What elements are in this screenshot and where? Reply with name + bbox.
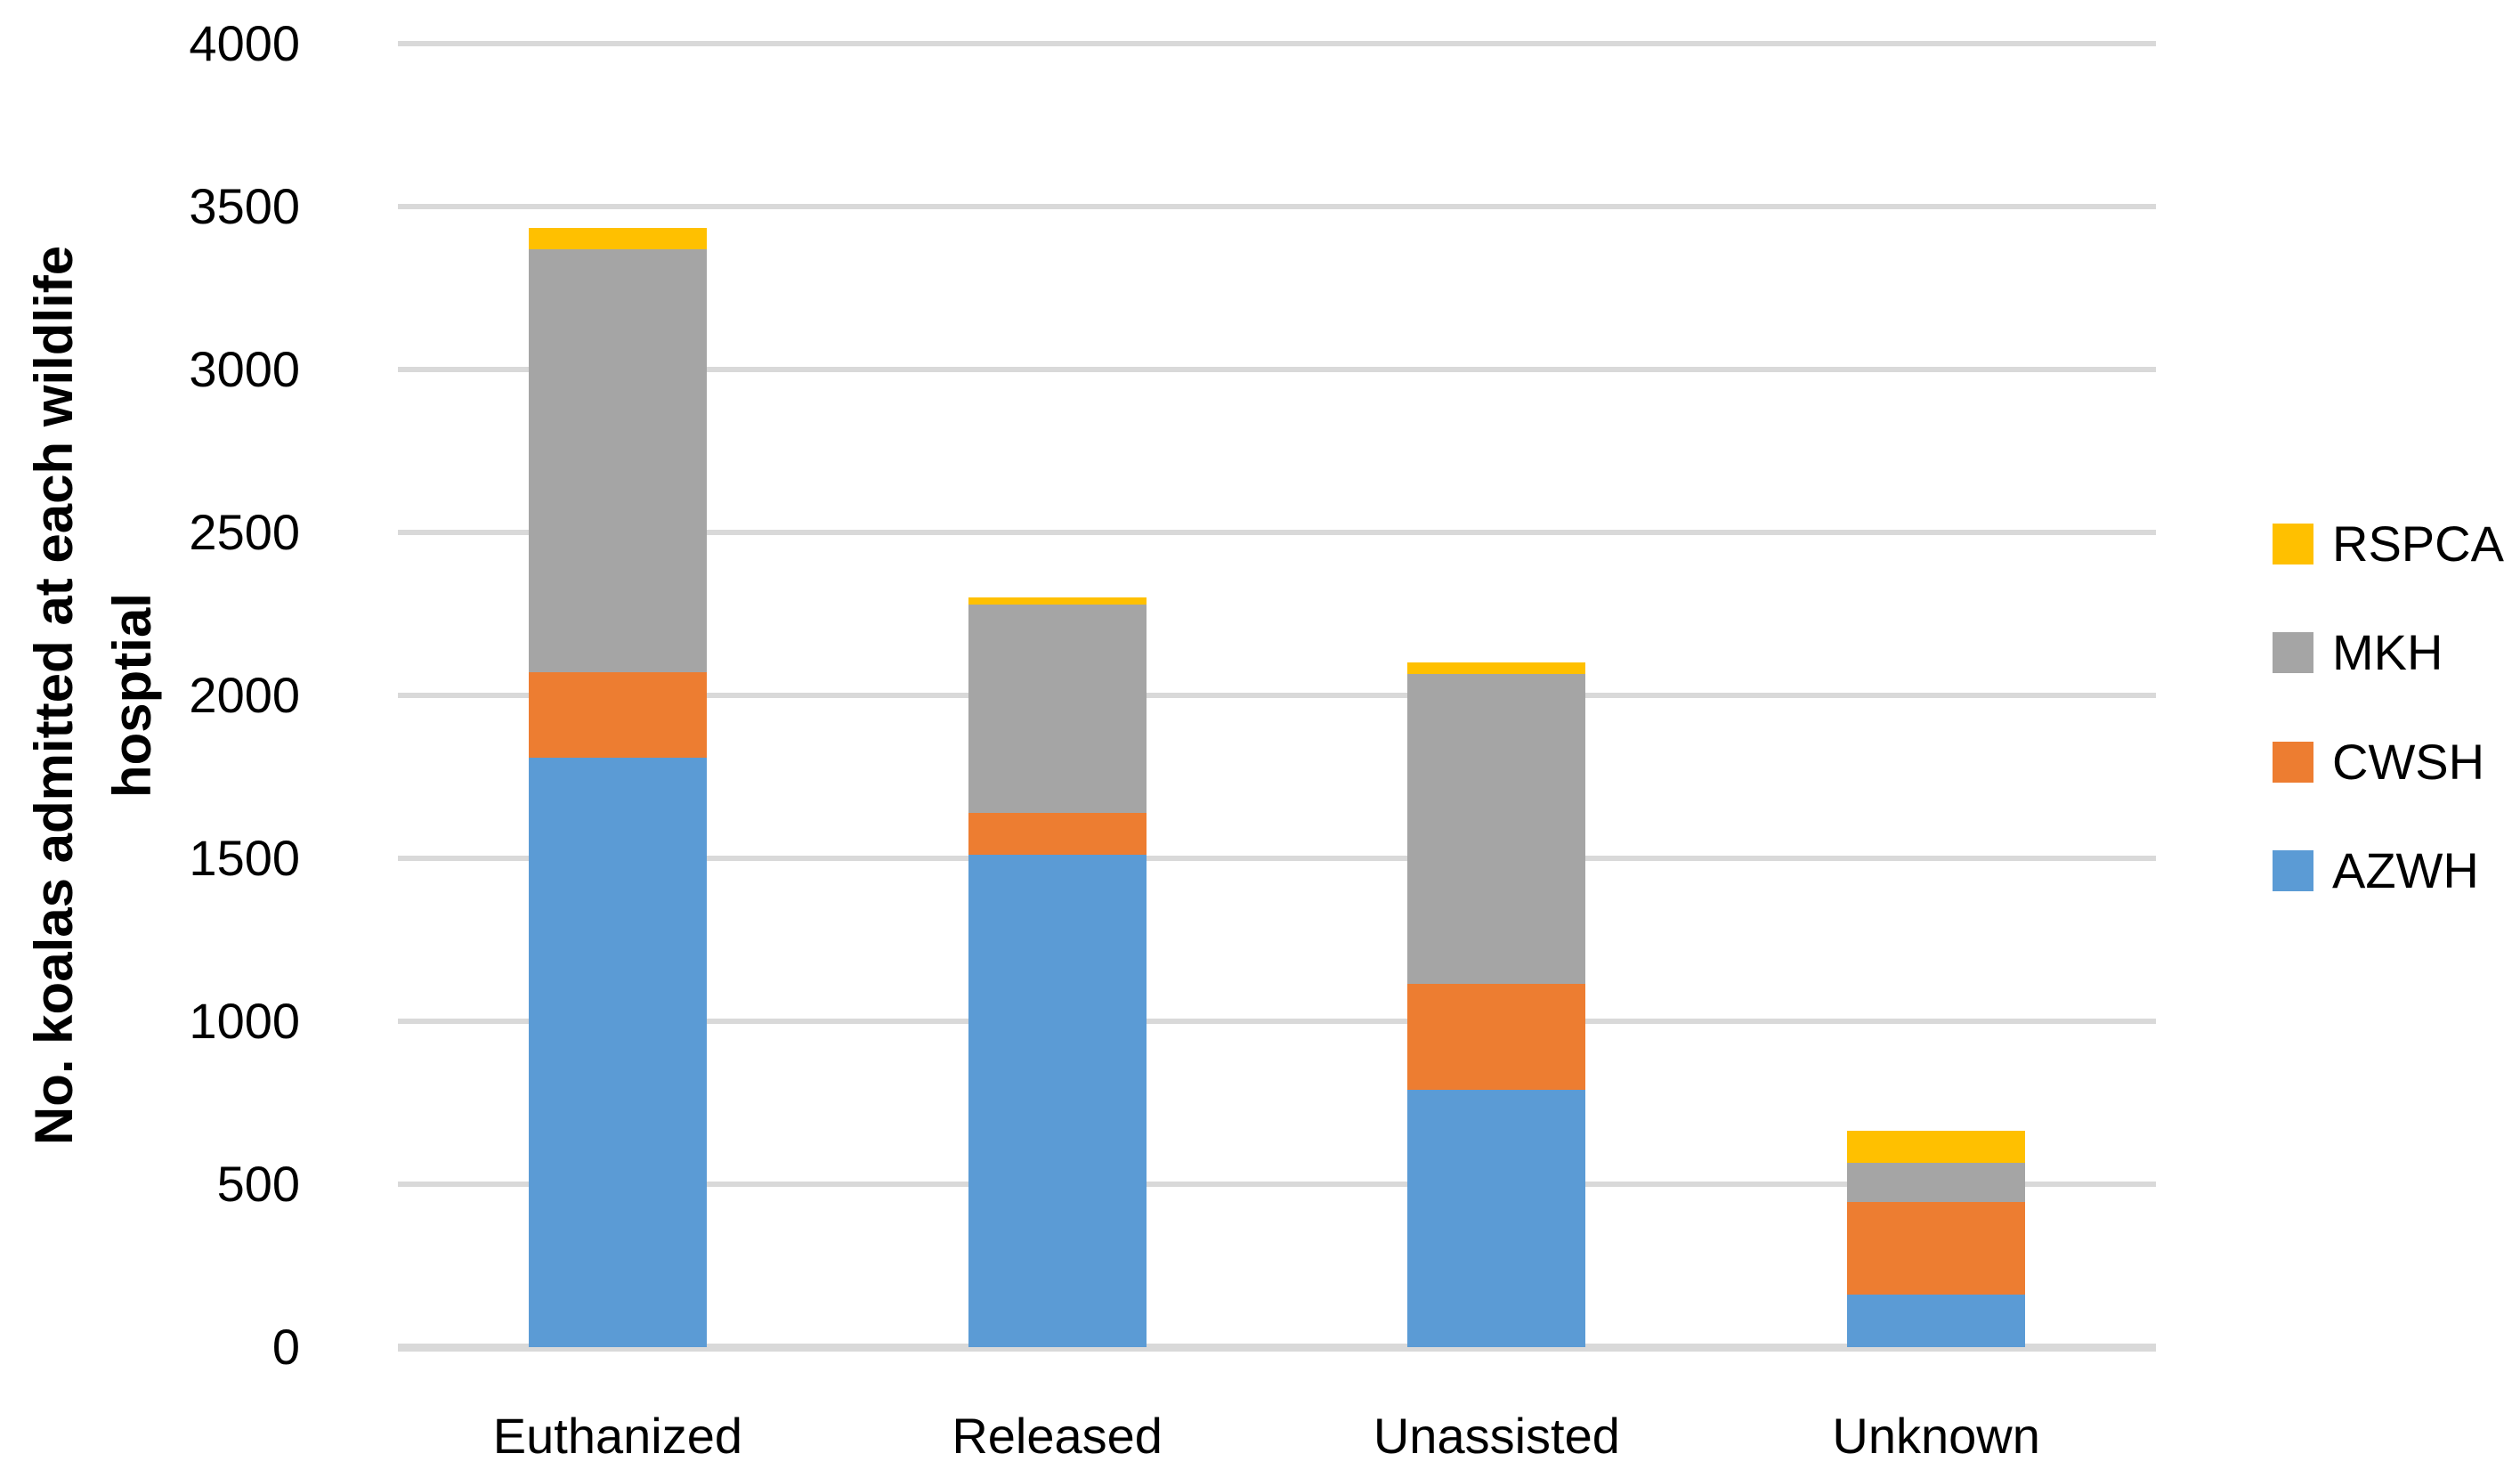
legend-swatch-mkh (2273, 632, 2313, 674)
y-tick-label-4000: 4000 (189, 15, 300, 71)
gridline-1000 (398, 1019, 2156, 1024)
bar-segment-cwsh-euthanized (528, 672, 707, 758)
legend-label-azwh: AZWH (2332, 841, 2479, 898)
bar-segment-rspca-unassisted (1407, 662, 1586, 675)
gridline-3000 (398, 367, 2156, 372)
y-tick-label-2500: 2500 (189, 504, 300, 560)
legend-swatch-azwh (2273, 849, 2313, 891)
x-axis-label-released: Released (952, 1408, 1163, 1464)
bar-segment-cwsh-released (968, 812, 1147, 856)
bar-segment-rspca-unknown (1847, 1130, 2026, 1164)
y-tick-label-1500: 1500 (189, 830, 300, 886)
bar-segment-rspca-released (968, 597, 1147, 605)
gridline-500 (398, 1182, 2156, 1187)
legend-swatch-rspca (2273, 524, 2313, 564)
bar-segment-azwh-unknown (1847, 1295, 2026, 1347)
y-tick-label-2000: 2000 (189, 667, 300, 723)
x-axis-label-euthanized: Euthanized (492, 1408, 742, 1464)
bar-segment-mkh-released (968, 604, 1147, 813)
bar-segment-cwsh-unassisted (1407, 983, 1586, 1090)
legend-label-cwsh: CWSH (2332, 733, 2485, 790)
y-tick-label-3000: 3000 (189, 341, 300, 397)
bar-segment-azwh-released (968, 855, 1147, 1347)
y-tick-label-3500: 3500 (189, 178, 300, 234)
y-tick-label-500: 500 (216, 1156, 300, 1212)
y-tick-label-1000: 1000 (189, 993, 300, 1049)
legend-label-rspca: RSPCA (2332, 516, 2504, 572)
bar-segment-cwsh-unknown (1847, 1202, 2026, 1295)
bar-segment-rspca-euthanized (528, 227, 707, 249)
gridline-4000 (398, 41, 2156, 46)
bar-segment-azwh-euthanized (528, 757, 707, 1347)
legend-label-mkh: MKH (2332, 624, 2443, 681)
bar-segment-mkh-unassisted (1407, 674, 1586, 984)
gridline-3500 (398, 204, 2156, 209)
y-tick-label-0: 0 (271, 1319, 300, 1375)
gridline-1500 (398, 856, 2156, 861)
gridline-2000 (398, 693, 2156, 698)
bar-segment-azwh-unassisted (1407, 1089, 1586, 1347)
x-axis-label-unassisted: Unassisted (1373, 1408, 1620, 1464)
x-axis-line (398, 1343, 2156, 1352)
x-axis-label-unknown: Unknown (1832, 1408, 2040, 1464)
gridline-2500 (398, 530, 2156, 535)
legend-swatch-cwsh (2273, 741, 2313, 783)
bar-segment-mkh-euthanized (528, 248, 707, 673)
bar-segment-mkh-unknown (1847, 1163, 2026, 1203)
